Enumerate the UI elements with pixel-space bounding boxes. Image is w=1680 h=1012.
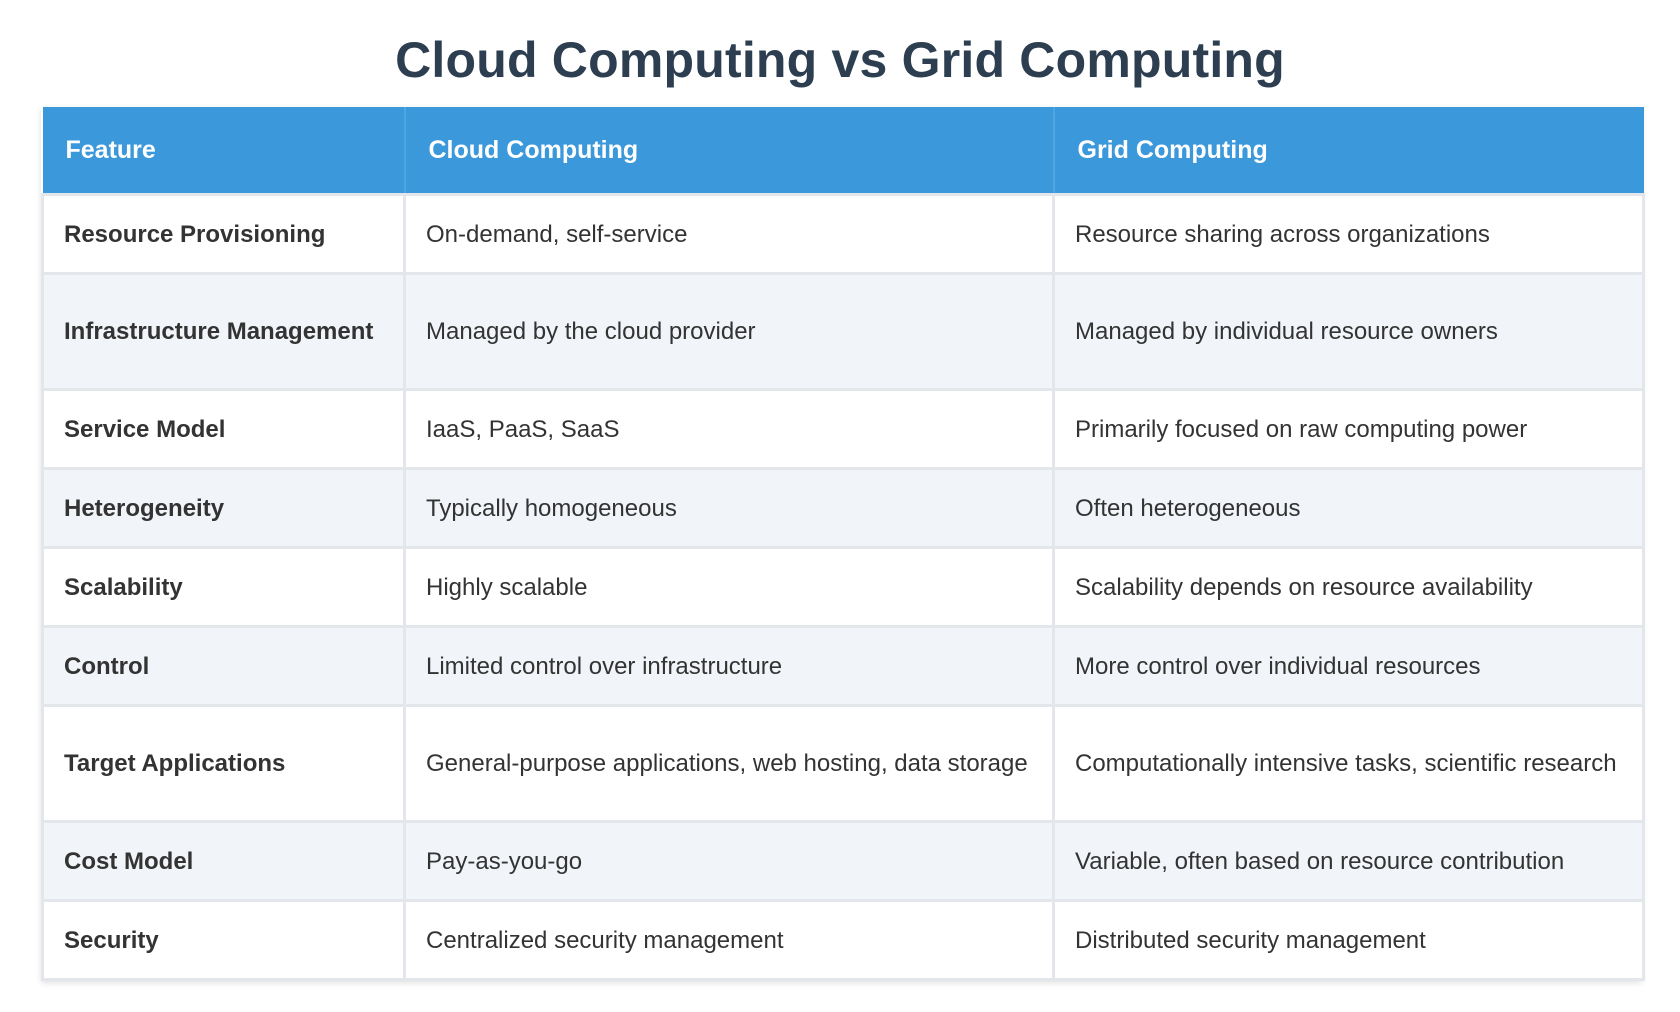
table-body: Resource Provisioning On-demand, self-se… bbox=[41, 193, 1645, 981]
grid-cell: Variable, often based on resource contri… bbox=[1052, 820, 1645, 902]
feature-cell: Service Model bbox=[41, 388, 406, 470]
comparison-table-container: Feature Cloud Computing Grid Computing R… bbox=[41, 107, 1645, 981]
header-cloud-computing: Cloud Computing bbox=[404, 107, 1055, 196]
grid-cell: Distributed security management bbox=[1052, 899, 1645, 981]
cloud-cell: General-purpose applications, web hostin… bbox=[403, 704, 1055, 823]
table-row: Security Centralized security management… bbox=[41, 899, 1645, 981]
table-row: Infrastructure Management Managed by the… bbox=[41, 272, 1645, 391]
table-row: Control Limited control over infrastruct… bbox=[41, 625, 1645, 707]
table-header: Feature Cloud Computing Grid Computing bbox=[42, 107, 1644, 196]
header-row: Feature Cloud Computing Grid Computing bbox=[42, 107, 1644, 196]
feature-cell: Resource Provisioning bbox=[41, 193, 406, 275]
feature-cell: Scalability bbox=[41, 546, 406, 628]
table-row: Scalability Highly scalable Scalability … bbox=[41, 546, 1645, 628]
table-row: Resource Provisioning On-demand, self-se… bbox=[41, 193, 1645, 275]
comparison-table: Feature Cloud Computing Grid Computing R… bbox=[41, 107, 1645, 981]
grid-cell: More control over individual resources bbox=[1052, 625, 1645, 707]
page-title: Cloud Computing vs Grid Computing bbox=[395, 32, 1285, 88]
feature-cell: Infrastructure Management bbox=[41, 272, 406, 391]
cloud-cell: Centralized security management bbox=[403, 899, 1055, 981]
cloud-cell: Pay-as-you-go bbox=[403, 820, 1055, 902]
cloud-cell: On-demand, self-service bbox=[403, 193, 1055, 275]
feature-cell: Control bbox=[41, 625, 406, 707]
table-row: Target Applications General-purpose appl… bbox=[41, 704, 1645, 823]
table-row: Service Model IaaS, PaaS, SaaS Primarily… bbox=[41, 388, 1645, 470]
grid-cell: Primarily focused on raw computing power bbox=[1052, 388, 1645, 470]
cloud-cell: Limited control over infrastructure bbox=[403, 625, 1055, 707]
table-row: Heterogeneity Typically homogeneous Ofte… bbox=[41, 467, 1645, 549]
feature-cell: Heterogeneity bbox=[41, 467, 406, 549]
cloud-cell: Highly scalable bbox=[403, 546, 1055, 628]
grid-cell: Resource sharing across organizations bbox=[1052, 193, 1645, 275]
header-grid-computing: Grid Computing bbox=[1053, 107, 1644, 196]
grid-cell: Managed by individual resource owners bbox=[1052, 272, 1645, 391]
table-row: Cost Model Pay-as-you-go Variable, often… bbox=[41, 820, 1645, 902]
cloud-cell: Typically homogeneous bbox=[403, 467, 1055, 549]
feature-cell: Cost Model bbox=[41, 820, 406, 902]
grid-cell: Scalability depends on resource availabi… bbox=[1052, 546, 1645, 628]
feature-cell: Security bbox=[41, 899, 406, 981]
cloud-cell: Managed by the cloud provider bbox=[403, 272, 1055, 391]
grid-cell: Computationally intensive tasks, scienti… bbox=[1052, 704, 1645, 823]
header-feature: Feature bbox=[42, 107, 406, 196]
grid-cell: Often heterogeneous bbox=[1052, 467, 1645, 549]
cloud-cell: IaaS, PaaS, SaaS bbox=[403, 388, 1055, 470]
feature-cell: Target Applications bbox=[41, 704, 406, 823]
